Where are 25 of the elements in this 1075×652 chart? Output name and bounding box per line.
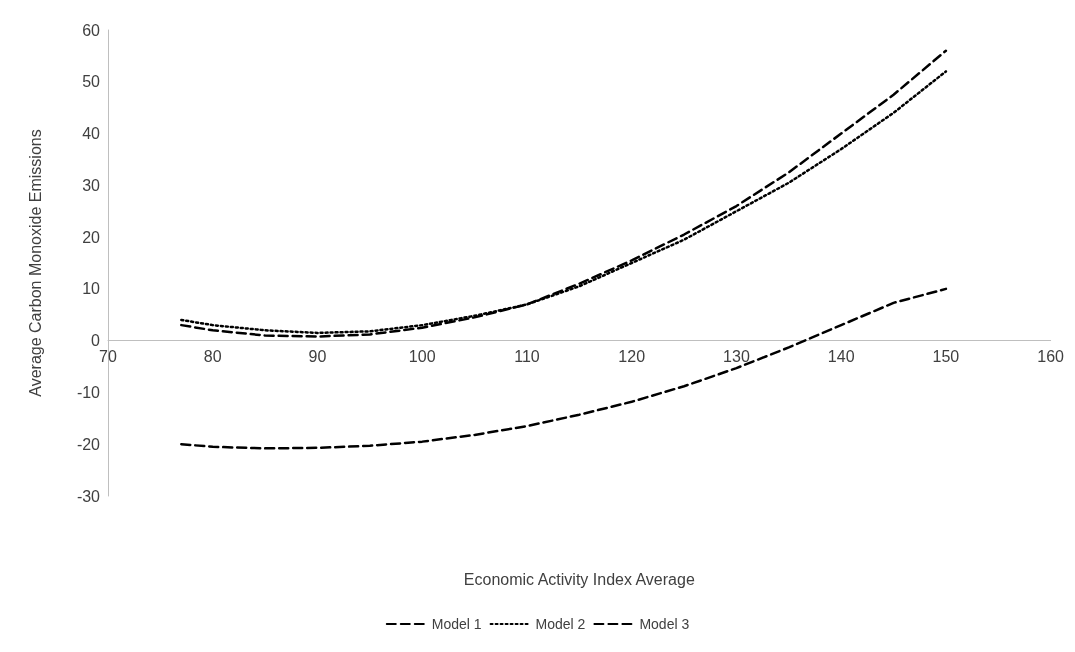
x-tick-label: 110 (514, 348, 540, 366)
x-axis-title: Economic Activity Index Average (463, 570, 695, 588)
y-tick-label: 20 (82, 228, 101, 246)
x-tick-label: 160 (1037, 348, 1065, 366)
y-tick-label: 10 (82, 280, 101, 298)
x-tick-label: 100 (408, 348, 436, 366)
y-tick-label: 60 (82, 21, 101, 39)
x-tick-label: 140 (827, 348, 855, 366)
y-tick-label: 30 (82, 176, 101, 194)
x-tick-label: 150 (932, 348, 960, 366)
legend-label: Model 1 (431, 616, 482, 632)
legend-label: Model 2 (535, 616, 586, 632)
y-axis-title: Average Carbon Monoxide Emissions (26, 129, 44, 397)
x-tick-label: 80 (203, 348, 222, 366)
legend-label: Model 3 (639, 616, 690, 632)
y-tick-label: -20 (76, 435, 101, 453)
y-tick-label: 50 (82, 73, 101, 91)
x-tick-label: 120 (618, 348, 646, 366)
x-tick-label: 90 (308, 348, 327, 366)
y-tick-label: -30 (76, 487, 101, 505)
x-tick-label: 70 (99, 348, 117, 366)
y-tick-label: -10 (76, 383, 101, 401)
x-tick-label: 130 (723, 348, 750, 366)
y-tick-label: 40 (82, 125, 101, 143)
y-tick-label: 0 (91, 332, 101, 350)
